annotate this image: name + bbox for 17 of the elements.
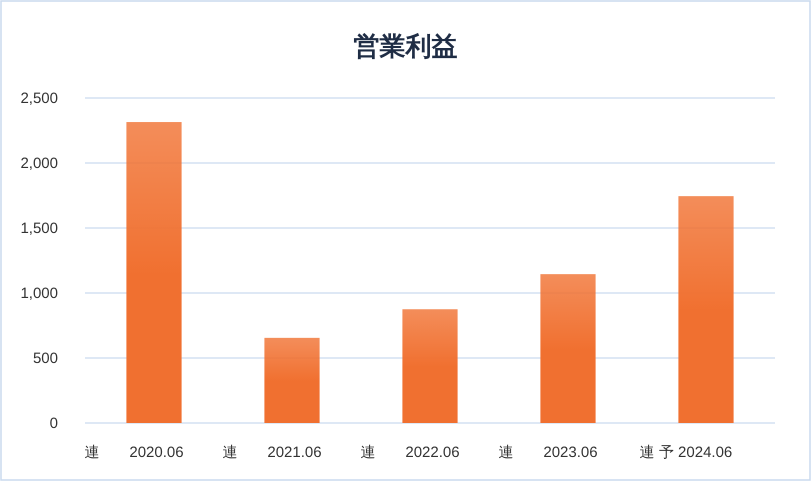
bar <box>678 196 734 423</box>
chart-title: 営業利益 <box>354 31 458 61</box>
bar <box>540 274 596 423</box>
y-tick-label: 500 <box>32 350 58 367</box>
x-tick-label: 連 2021.06 <box>222 444 322 461</box>
x-tick-label: 連 2022.06 <box>360 444 460 461</box>
y-tick-label: 2,000 <box>20 155 58 172</box>
y-tick-label: 1,000 <box>20 285 58 302</box>
bar <box>264 338 320 423</box>
y-tick-label: 0 <box>50 415 58 432</box>
x-tick-label: 連 2023.06 <box>498 444 598 461</box>
bar <box>126 122 182 423</box>
bar <box>402 309 458 423</box>
x-tick-label: 連 2020.06 <box>84 444 184 461</box>
y-tick-label: 1,500 <box>20 220 58 237</box>
y-tick-label: 2,500 <box>20 90 58 107</box>
x-tick-label: 連 予 2024.06 <box>640 444 732 461</box>
